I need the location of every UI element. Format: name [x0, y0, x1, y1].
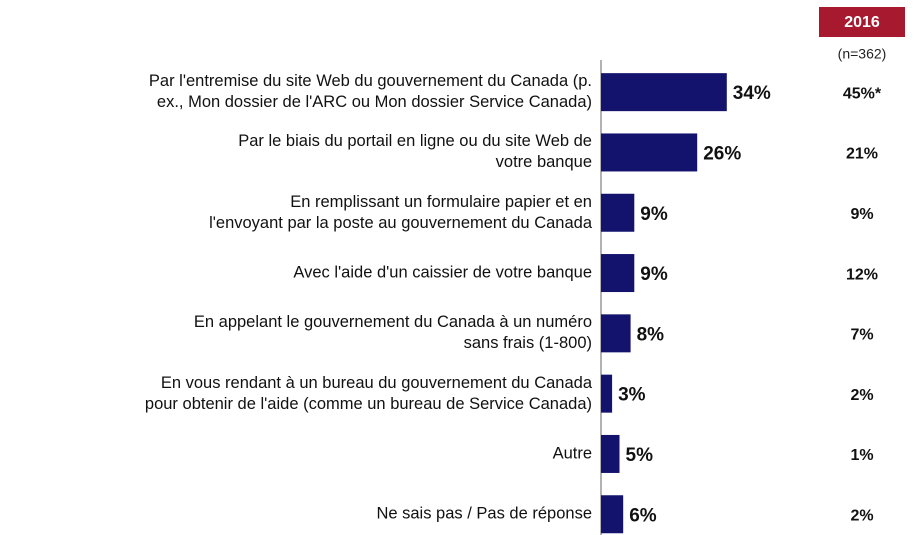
header-box	[819, 7, 905, 37]
comparison-value: 2%	[850, 507, 873, 524]
value-label: 34%	[733, 83, 771, 104]
bar	[601, 73, 727, 112]
comparison-title: 2016	[844, 14, 880, 31]
value-label: 3%	[618, 385, 646, 406]
category-label: Autre	[552, 444, 592, 463]
bar	[601, 133, 698, 172]
value-label: 9%	[640, 264, 668, 285]
comparison-subtitle: (n=362)	[838, 46, 887, 62]
value-label: 5%	[626, 445, 654, 466]
category-label: En vous rendant à un bureau du gouvernem…	[144, 373, 592, 413]
value-label: 6%	[629, 505, 657, 526]
category-label: Avec l'aide d'un caissier de votre banqu…	[293, 263, 592, 282]
comparison-value: 1%	[850, 447, 873, 464]
comparison-value: 2%	[850, 387, 873, 404]
category-label: Ne sais pas / Pas de réponse	[376, 504, 592, 523]
comparison-value: 12%	[846, 266, 878, 283]
bar	[601, 193, 635, 232]
bar	[601, 254, 635, 293]
value-label: 9%	[640, 204, 668, 225]
category-label: En remplissant un formulaire papier et e…	[209, 192, 592, 232]
value-label: 8%	[637, 324, 665, 345]
comparison-value: 7%	[850, 327, 873, 344]
comparison-value: 21%	[846, 146, 878, 163]
bar	[601, 495, 624, 534]
bar	[601, 434, 620, 473]
comparison-value: 9%	[850, 206, 873, 223]
comparison-value: 45%*	[843, 85, 882, 102]
category-label: En appelant le gouvernement du Canada à …	[193, 313, 592, 353]
category-label: Par le biais du portail en ligne ou du s…	[238, 132, 592, 172]
bar	[601, 314, 631, 353]
category-label: Par l'entremise du site Web du gouvernem…	[148, 72, 592, 112]
bar	[601, 374, 613, 413]
value-label: 26%	[703, 143, 741, 164]
